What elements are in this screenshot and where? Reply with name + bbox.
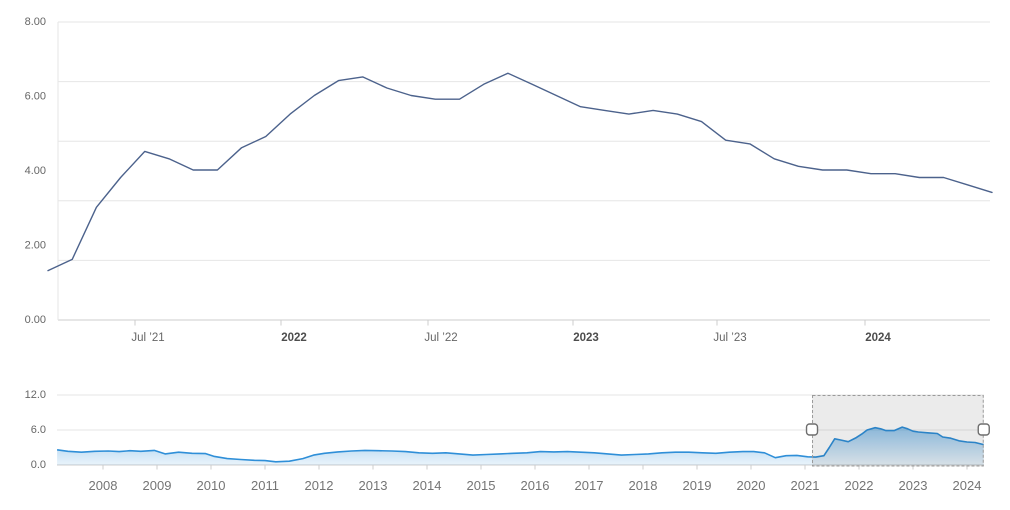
y-axis-label: 2.00 xyxy=(25,240,46,252)
navigator-selected-range[interactable] xyxy=(812,395,984,467)
y-axis-label: 6.0 xyxy=(31,424,46,436)
x-axis-label: 2016 xyxy=(521,478,550,493)
x-axis-label: 2022 xyxy=(281,332,307,344)
y-axis-label: 4.00 xyxy=(25,165,46,177)
navigator-series-area xyxy=(57,427,984,465)
x-axis-label: 2018 xyxy=(629,478,658,493)
y-axis-label: 8.00 xyxy=(25,16,46,28)
x-axis-label: 2008 xyxy=(89,478,118,493)
x-axis-label: 2020 xyxy=(737,478,766,493)
navigator-series-line xyxy=(56,426,984,463)
main-series xyxy=(47,72,993,272)
x-axis-label: 2012 xyxy=(305,478,334,493)
navigator-series xyxy=(56,426,984,465)
x-axis-label: 2015 xyxy=(467,478,496,493)
y-axis-label: 0.0 xyxy=(31,459,46,471)
x-axis-label: Jul ’21 xyxy=(131,332,164,344)
main-chart-y-axis-labels: 8.00 6.00 4.00 2.00 0.00 xyxy=(25,16,46,326)
x-axis-label: 2023 xyxy=(899,478,928,493)
x-axis-label: Jul ’22 xyxy=(424,332,457,344)
y-axis-label: 0.00 xyxy=(25,314,46,326)
x-axis-label: 2022 xyxy=(845,478,874,493)
y-axis-label: 6.00 xyxy=(25,91,46,103)
main-chart-gridlines xyxy=(58,21,990,321)
navigator-y-axis-labels: 12.0 6.0 0.0 xyxy=(25,389,46,471)
x-axis-label: 2017 xyxy=(575,478,604,493)
x-axis-label: 2021 xyxy=(791,478,820,493)
y-axis-label: 12.0 xyxy=(25,389,46,401)
x-axis-label: 2023 xyxy=(573,332,599,344)
navigator-right-handle[interactable] xyxy=(977,423,990,436)
main-series-line xyxy=(47,72,993,272)
main-chart-x-axis-labels: Jul ’21 2022 Jul ’22 2023 Jul ’23 2024 xyxy=(131,320,891,344)
x-axis-label: 2011 xyxy=(251,478,279,493)
navigator-x-axis-labels: 2008 2009 2010 2011 2012 2013 2014 2015 2016 2017… xyxy=(89,465,982,493)
x-axis-label: 2013 xyxy=(359,478,388,493)
x-axis-label: 2014 xyxy=(413,478,442,493)
navigator-left-handle[interactable] xyxy=(805,423,819,436)
x-axis-label: 2019 xyxy=(683,478,712,493)
x-axis-label: 2024 xyxy=(953,478,982,493)
x-axis-label: 2009 xyxy=(143,478,172,493)
x-axis-label: 2024 xyxy=(865,332,891,344)
x-axis-label: 2010 xyxy=(197,478,226,493)
navigator-selection[interactable] xyxy=(805,395,990,467)
x-axis-label: Jul ’23 xyxy=(713,332,746,344)
